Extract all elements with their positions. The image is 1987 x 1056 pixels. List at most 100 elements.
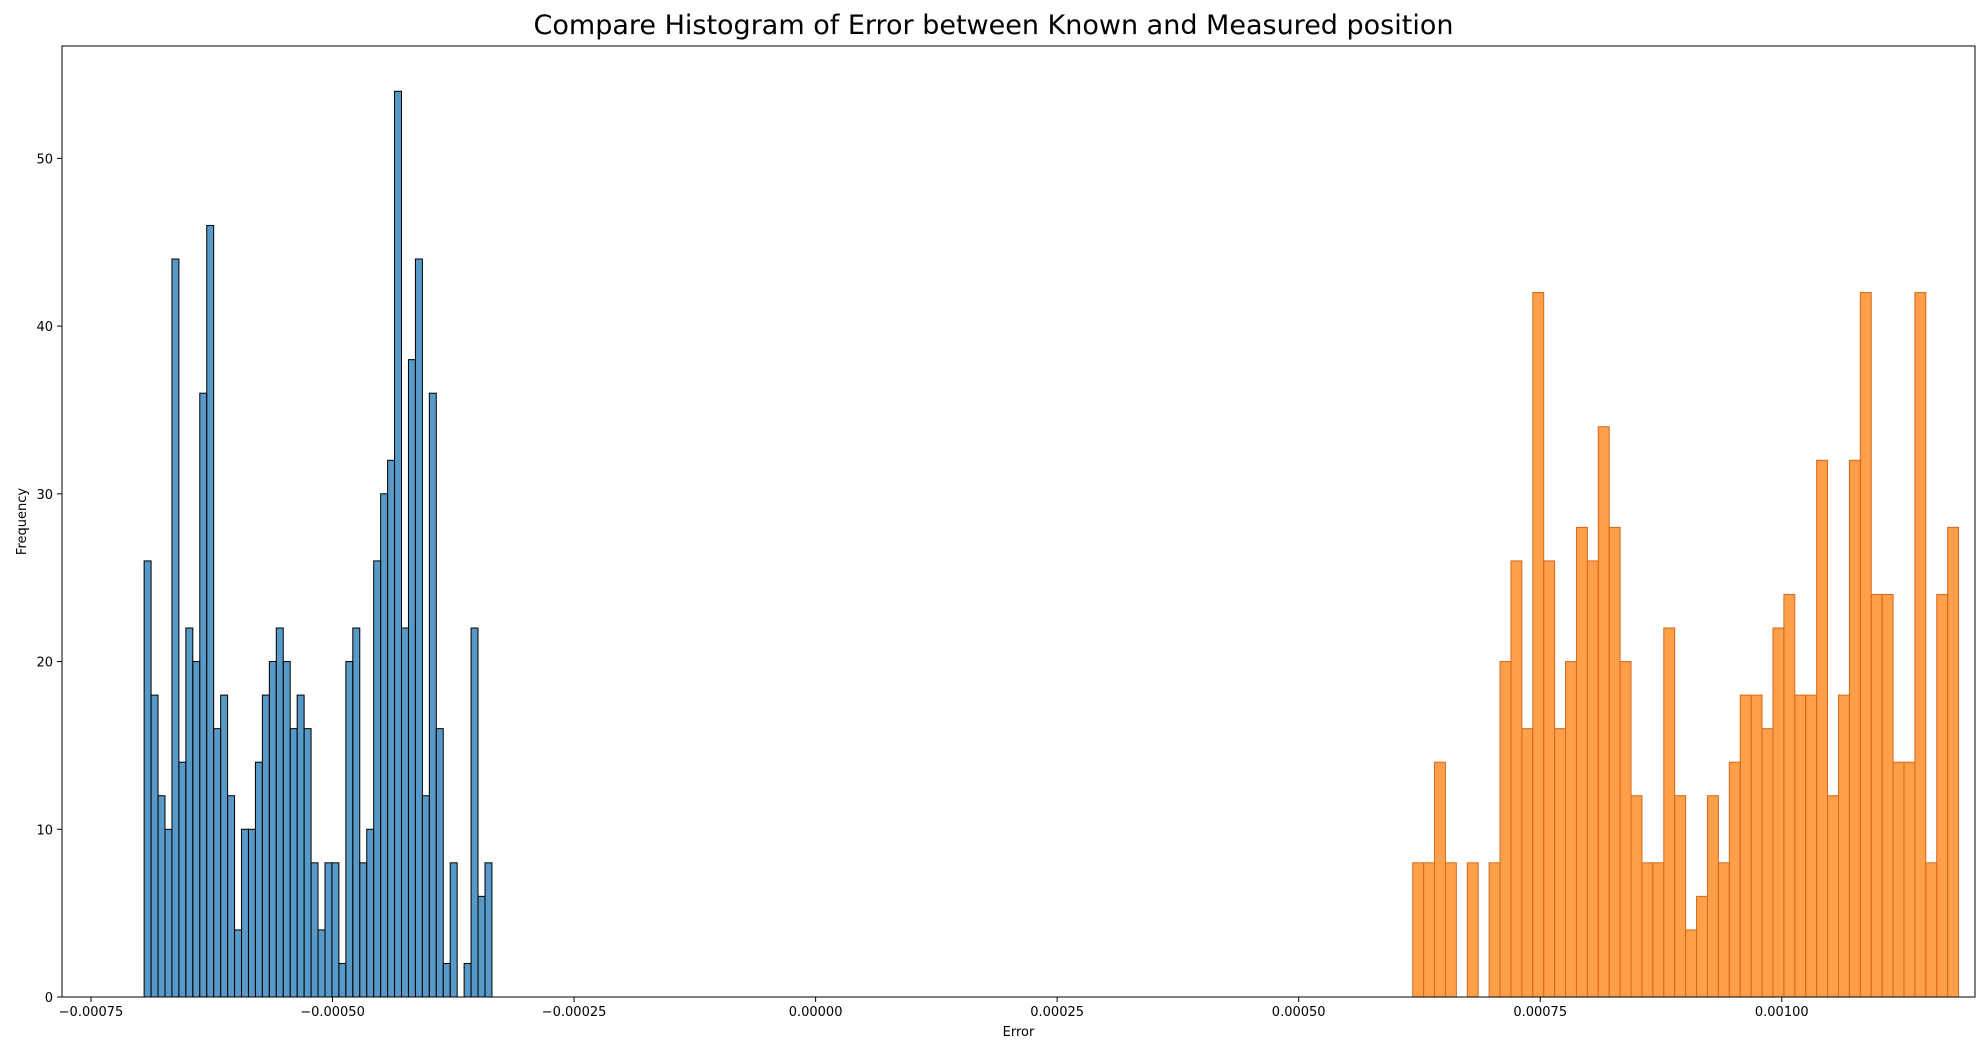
histogram-bar-series-1 (220, 694, 229, 998)
y-tick-label: 20 (36, 656, 53, 671)
histogram-bar-series-1 (373, 560, 382, 998)
histogram-bar-series-2 (1543, 560, 1556, 998)
histogram-bar-series-2 (1674, 795, 1687, 998)
histogram-bar-series-2 (1881, 593, 1894, 998)
histogram-bar-series-1 (268, 661, 277, 998)
histogram-bar-series-1 (435, 728, 444, 998)
histogram-bar-series-1 (164, 828, 173, 998)
ticks-layer: −0.00075 −0.00050 −0.00025 0.00000 0.00025 0.… (36, 152, 1808, 1020)
histogram-bar-series-1 (185, 627, 194, 998)
histogram-bar-series-1 (213, 728, 222, 998)
histogram-bar-series-1 (303, 728, 312, 998)
histogram-bar-series-1 (150, 694, 159, 998)
y-tick-label: 10 (36, 823, 53, 838)
histogram-bar-series-2 (1608, 526, 1621, 998)
histogram-bar-series-1 (199, 392, 208, 998)
histogram-bar-series-2 (1510, 560, 1523, 998)
histogram-bar-series-1 (275, 627, 284, 998)
x-tick-label: 0.00075 (1513, 1005, 1567, 1020)
histogram-bar-series-2 (1466, 862, 1479, 998)
histogram-bar-series-1 (345, 661, 354, 998)
histogram-bar-series-1 (247, 828, 256, 998)
histogram-bar-series-1 (317, 929, 326, 998)
x-tick-label: −0.00075 (59, 1005, 124, 1020)
histogram-bar-series-2 (1696, 895, 1708, 998)
histogram-bar-series-2 (1717, 862, 1730, 998)
histogram-bar-series-1 (407, 359, 416, 998)
histogram-bar-series-1 (394, 90, 403, 998)
histogram-bar-series-2 (1783, 593, 1796, 998)
histogram-bar-series-1 (380, 493, 389, 998)
histogram-bar-series-1 (296, 694, 305, 998)
histogram-bar-series-2 (1772, 627, 1785, 998)
histogram-bar-series-1 (387, 459, 396, 998)
y-axis-label: Frequency (15, 488, 30, 555)
histogram-bar-series-1 (227, 795, 236, 998)
histogram-bar-series-2 (1554, 728, 1567, 998)
bars-layer (143, 90, 1960, 998)
x-axis-label: Error (1003, 1025, 1035, 1040)
histogram-bar-series-1 (241, 828, 249, 998)
histogram-bar-series-2 (1685, 929, 1698, 998)
histogram-bar-series-2 (1848, 459, 1861, 998)
histogram-bar-series-2 (1739, 694, 1752, 998)
histogram-bar-series-2 (1619, 661, 1632, 998)
histogram-bar-series-2 (1652, 862, 1665, 998)
histogram-bar-series-2 (1488, 862, 1501, 998)
histogram-bar-series-1 (463, 962, 472, 998)
histogram-bar-series-1 (338, 962, 347, 998)
histogram-bar-series-1 (484, 862, 493, 998)
histogram-bar-series-1 (157, 795, 166, 998)
histogram-bar-series-1 (421, 795, 430, 998)
histogram-bar-series-2 (1794, 694, 1807, 998)
histogram-bar-series-2 (1947, 526, 1960, 998)
x-tick-label: 0.00050 (1272, 1005, 1326, 1020)
histogram-bar-series-2 (1859, 292, 1872, 998)
histogram-bar-series-2 (1641, 862, 1654, 998)
histogram-bar-series-2 (1892, 761, 1905, 998)
chart-title: Compare Histogram of Error between Known… (533, 10, 1454, 41)
histogram-bar-series-2 (1663, 627, 1676, 998)
histogram-bar-series-2 (1805, 694, 1818, 998)
histogram-bar-series-2 (1575, 526, 1588, 998)
histogram-bar-series-1 (171, 258, 180, 998)
histogram-bar-series-1 (401, 627, 409, 998)
histogram-bar-series-1 (254, 761, 263, 998)
histogram-bar-series-1 (428, 392, 437, 998)
histogram-bar-series-2 (1423, 862, 1436, 998)
histogram-bar-series-1 (178, 761, 187, 998)
histogram-bar-series-2 (1630, 795, 1643, 998)
histogram-bar-series-2 (1728, 761, 1741, 998)
histogram-bar-series-1 (192, 661, 201, 998)
histogram-bar-series-1 (289, 728, 298, 998)
histogram-bar-series-2 (1761, 728, 1774, 998)
histogram-bar-series-2 (1816, 459, 1829, 998)
x-tick-label: −0.00025 (542, 1005, 607, 1020)
x-tick-label: 0.00025 (1030, 1005, 1084, 1020)
x-tick-label: 0.00000 (789, 1005, 843, 1020)
y-tick-label: 0 (45, 991, 53, 1006)
histogram-bar-series-1 (234, 929, 243, 998)
x-tick-label: 0.00100 (1755, 1005, 1809, 1020)
histogram-bar-series-1 (261, 694, 270, 998)
histogram-bar-series-2 (1706, 795, 1719, 998)
histogram-bar-series-1 (442, 962, 451, 998)
histogram-bar-series-1 (310, 862, 319, 998)
histogram-bar-series-1 (470, 627, 479, 998)
histogram-bar-series-2 (1586, 560, 1599, 998)
histogram-bar-series-2 (1434, 761, 1446, 998)
histogram-bar-series-2 (1837, 694, 1850, 998)
plot-frame (61, 45, 1976, 998)
histogram-bar-series-2 (1565, 661, 1577, 998)
histogram-bar-series-1 (449, 862, 458, 998)
histogram-bar-series-1 (282, 661, 291, 998)
histogram-bar-series-2 (1870, 593, 1883, 998)
y-tick-label: 50 (36, 152, 53, 167)
histogram-bar-series-1 (366, 828, 375, 998)
y-tick-label: 30 (36, 488, 53, 503)
histogram-bar-series-2 (1750, 694, 1763, 998)
histogram-bar-series-2 (1412, 862, 1425, 998)
histogram-bar-series-1 (352, 627, 361, 998)
histogram-bar-series-2 (1521, 728, 1534, 998)
